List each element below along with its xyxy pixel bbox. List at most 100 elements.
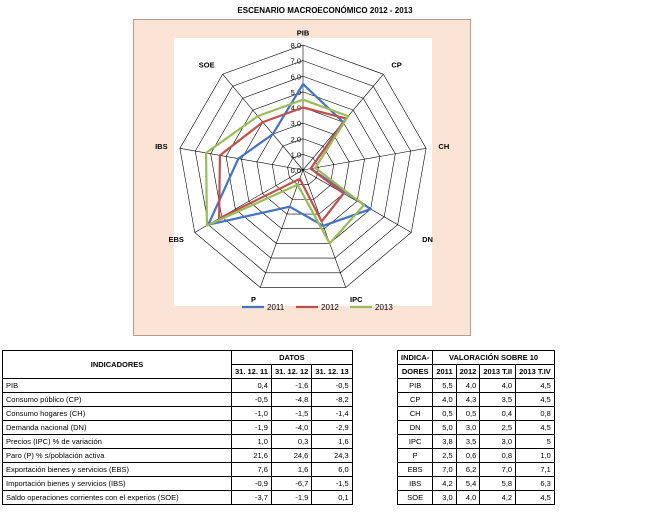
table-row: P 2,5 0,6 0,8 1,0 [396,448,555,463]
valoracion-value: 7,0 [479,462,517,477]
indicator-value: -4,8 [270,392,313,407]
indicator-label: Consumo hogares (CH) [2,406,232,421]
tick-label: 5,0 [291,88,301,97]
table-row: CP 4,0 4,3 3,5 4,5 [396,392,555,407]
grid-ring [271,138,335,200]
valoracion-label: P [396,448,434,463]
tick-label: 7,0 [291,57,301,66]
indicator-label: PIB [2,378,232,393]
table-row: Saldo operaciones corrientes con el expe… [2,490,353,505]
axis-label: DN [422,235,433,244]
valoracion-value: 1,0 [515,448,555,463]
grid-ring [194,60,412,274]
valoracion-value: 4,0 [432,392,457,407]
valoracion-value: 4,0 [455,490,481,505]
datos-header: DATOS [231,350,353,365]
year-col-header: 2013 T.II [479,364,517,379]
tick-label: 3,0 [291,119,301,128]
valoracion-label: SOE [396,490,434,505]
valoracion-value: 5,4 [455,476,481,491]
indicator-value: -0,9 [231,476,272,491]
valoracion-value: 3,8 [432,434,457,449]
valoracion-label: IBS [396,476,434,491]
valoracion-value: 7,0 [432,462,457,477]
valoracion-value: 4,5 [515,490,555,505]
table-row: PIB 0,4 -1,6 -0,5 [2,378,353,393]
indicadores-header-2: DORES [396,364,434,379]
valoracion-value: 5,0 [432,420,457,435]
valoracion-value: 3,0 [432,490,457,505]
valoracion-value: 6,3 [515,476,555,491]
valoracion-value: 7,1 [515,462,555,477]
valoracion-label: PIB [396,378,434,393]
radar-chart-panel: 0,0 1,0 2,0 3,0 4,0 5,0 6,0 7,0 8,0 PIB CP CH DN IPC P… [133,19,471,336]
valoracion-value: 4,2 [432,476,457,491]
valoracion-value: 0,8 [515,406,555,421]
valoracion-label: EBS [396,462,434,477]
axis-label: IPC [350,295,363,304]
table-row: Paro (P) % s/población activa 21,6 24,6 24,… [2,448,353,463]
indicator-value: 1,0 [231,434,272,449]
grid-ring [210,75,396,259]
indicator-value: 0,3 [270,434,313,449]
table-row: EBS 7,0 6,2 7,0 7,1 [396,462,555,477]
date-col-header: 31. 12. 13 [311,364,353,379]
indicator-value: -1,0 [231,406,272,421]
valoracion-value: 6,2 [455,462,481,477]
valoracion-value: 4,5 [515,378,555,393]
year-col-header: 2012 [455,364,481,379]
table-row: DN 5,0 3,0 2,5 4,5 [396,420,555,435]
indicators-header: INDICADORES [2,350,232,379]
indicators-table: INDICADORES DATOS 31. 12. 11 31. 12. 12 … [2,350,353,505]
valoracion-value: 4,2 [479,490,517,505]
table-row: IBS 4,2 5,4 5,8 6,3 [396,476,555,491]
grid-ring [179,44,427,288]
tick-label: 1,0 [291,150,301,159]
valoracion-title: VALORACIÓN SOBRE 10 [432,350,555,365]
series-line [218,106,348,223]
table-row: CH 0,5 0,5 0,4 0,8 [396,406,555,421]
indicator-value: 24,6 [270,448,313,463]
axis-label: SOE [199,61,215,70]
valoracion-value: 0,4 [479,406,517,421]
valoracion-value: 3,5 [479,392,517,407]
grid-ring [225,91,381,244]
indicator-value: 1,6 [270,462,313,477]
chart-title: ESCENARIO MACROECONÓMICO 2012 - 2013 [237,6,413,15]
indicator-value: -1,5 [270,406,313,421]
axis-label: IBS [155,142,168,151]
legend-label: 2013 [375,303,393,312]
axis-label: PIB [297,29,310,38]
table-row: Consumo hogares (CH) -1,0 -1,5 -1,4 [2,406,353,421]
indicator-value: 6,0 [311,462,353,477]
valoracion-label: CP [396,392,434,407]
tick-label: 4,0 [291,104,301,113]
indicator-label: Paro (P) % s/población activa [2,448,232,463]
valoracion-value: 5,8 [479,476,517,491]
year-col-header: 2013 T.IV [515,364,555,379]
table-row: Consumo público (CP) -0,5 -4,8 -8,2 [2,392,353,407]
valoracion-label: CH [396,406,434,421]
series-line [204,98,365,245]
valoracion-value: 0,5 [432,406,457,421]
indicator-value: -1,6 [270,378,313,393]
indicator-label: Demanda nacional (DN) [2,420,232,435]
date-col-header: 31. 12. 12 [270,364,313,379]
indicator-value: -1,9 [231,420,272,435]
indicator-label: Importación bienes y servicios (IBS) [2,476,232,491]
indicator-value: -8,2 [311,392,353,407]
indicator-value: -0,5 [231,392,272,407]
table-row: SOE 3,0 4,0 4,2 4,5 [396,490,555,505]
spoke-line [179,147,304,171]
indicator-value: -1,5 [311,476,353,491]
radar-chart: 0,0 1,0 2,0 3,0 4,0 5,0 6,0 7,0 8,0 PIB CP CH DN IPC P… [155,29,449,313]
year-col-header: 2011 [432,364,457,379]
indicator-value: 21,6 [231,448,272,463]
table-row: PIB 5,5 4,0 4,0 4,5 [396,378,555,393]
indicator-value: -3,7 [231,490,272,505]
valoracion-value: 5 [515,434,555,449]
indicator-value: 0,1 [311,490,353,505]
legend-label: 2012 [321,303,339,312]
valoracion-label: DN [396,420,434,435]
valoracion-value: 4,0 [479,378,517,393]
